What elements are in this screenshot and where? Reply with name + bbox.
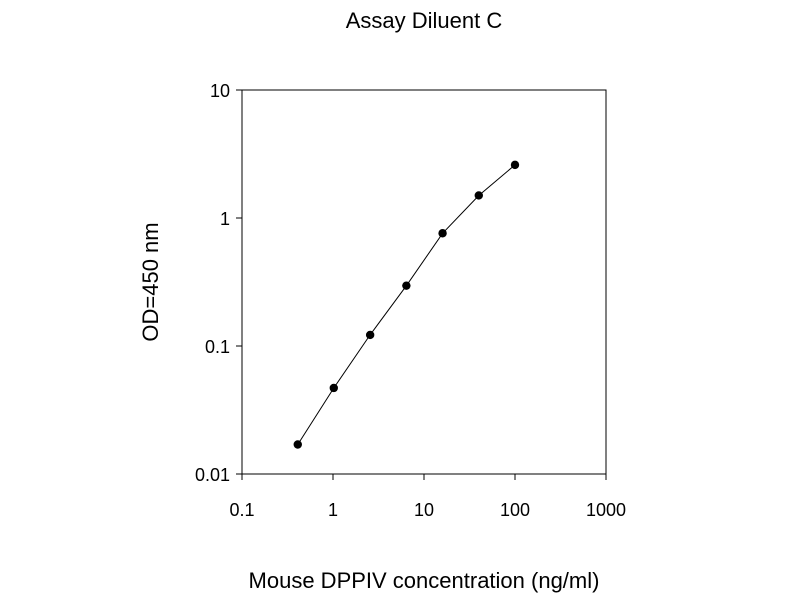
x-tick-label-2: 10 (414, 500, 434, 520)
plot-area-frame (241, 89, 607, 475)
data-point-2 (365, 330, 375, 340)
x-tick-label-0: 0.1 (229, 500, 254, 520)
y-tick-label-0: 0.01 (195, 465, 230, 485)
data-point-1 (329, 383, 338, 393)
x-axis-label: Mouse DPPIV concentration (ng/ml) (249, 568, 600, 593)
series-line-0 (297, 164, 516, 445)
x-axis-ticks: 0.1 1 10 100 1000 (229, 474, 626, 520)
x-tick-label-3: 100 (500, 500, 530, 520)
x-tick-label-4: 1000 (586, 500, 626, 520)
y-tick-label-2: 1 (220, 209, 230, 229)
data-point-4 (438, 229, 447, 238)
data-point-5 (474, 191, 483, 200)
y-tick-label-3: 10 (210, 81, 230, 101)
y-tick-label-1: 0.1 (205, 337, 230, 357)
data-point-3 (402, 281, 411, 290)
series-layer (293, 160, 520, 449)
chart-title: Assay Diluent C (346, 8, 503, 33)
y-axis-label: OD=450 nm (138, 222, 163, 341)
data-point-6 (510, 160, 520, 170)
y-axis-ticks: 0.01 0.1 1 10 (195, 81, 242, 485)
x-tick-label-1: 1 (328, 500, 338, 520)
data-point-0 (293, 440, 302, 449)
